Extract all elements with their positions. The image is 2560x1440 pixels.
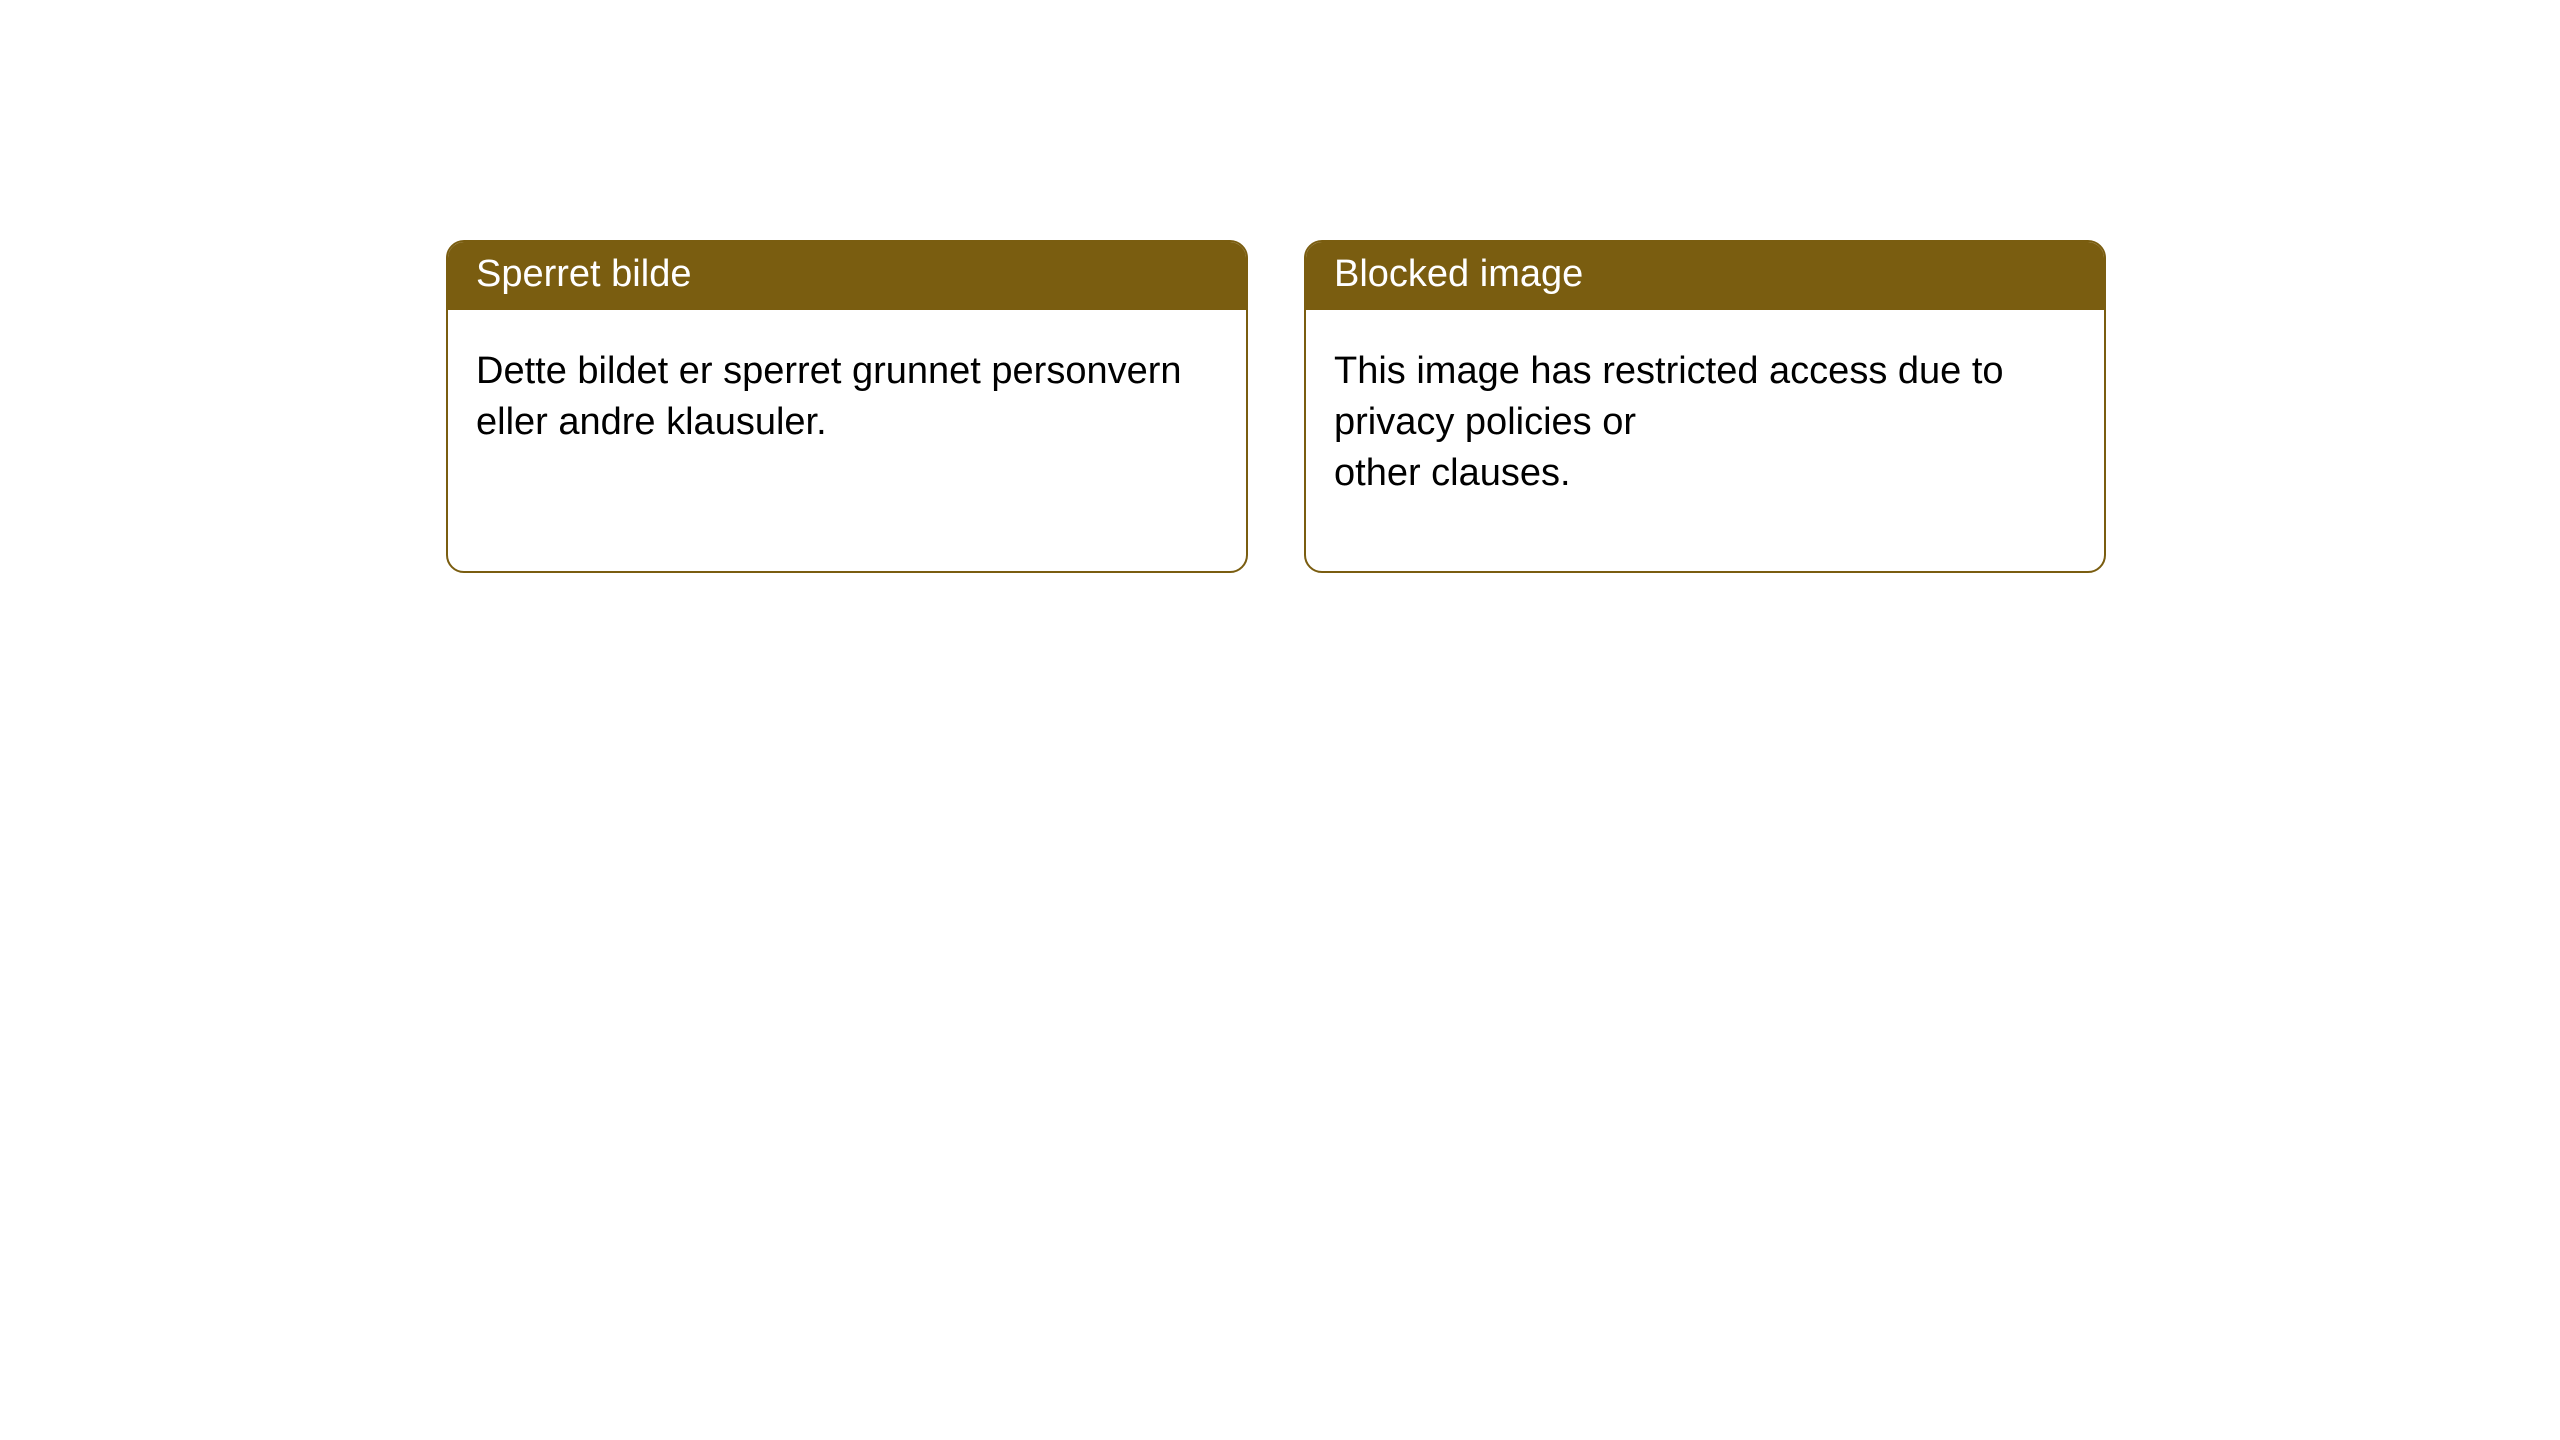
card-title: Sperret bilde (448, 242, 1246, 310)
notice-card-english: Blocked image This image has restricted … (1304, 240, 2106, 573)
notice-cards-row: Sperret bilde Dette bildet er sperret gr… (446, 240, 2560, 573)
card-title: Blocked image (1306, 242, 2104, 310)
notice-card-norwegian: Sperret bilde Dette bildet er sperret gr… (446, 240, 1248, 573)
card-body-text: This image has restricted access due to … (1306, 310, 2104, 572)
card-body-text: Dette bildet er sperret grunnet personve… (448, 310, 1246, 521)
